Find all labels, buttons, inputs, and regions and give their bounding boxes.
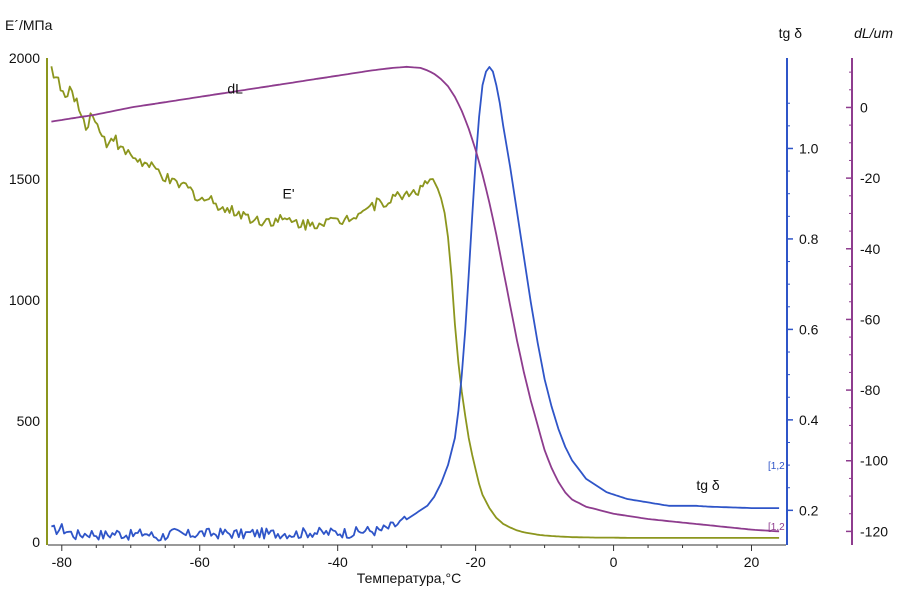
y-left-tick-label: 1500 <box>9 171 40 187</box>
y-right2-tick-label: -20 <box>860 170 880 186</box>
y-right1-tick-label: 0.8 <box>799 231 819 247</box>
series-end-marker: [1,2 <box>768 522 785 533</box>
y-right1-tick-label: 0.4 <box>799 412 819 428</box>
series-label: dL <box>227 80 243 96</box>
y-left-tick-label: 2000 <box>9 50 40 66</box>
series-line-e <box>50 66 780 539</box>
x-tick-label: -20 <box>466 554 486 570</box>
y-right2-tick-label: -120 <box>860 523 888 539</box>
y-axis-left-title: E´/МПа <box>5 17 53 33</box>
axis-titles: E´/МПа tg δ dL/um Температура,°C <box>5 17 893 586</box>
y-right1-tick-label: 0.6 <box>799 321 819 337</box>
y-right1-tick-label: 0.2 <box>799 502 819 518</box>
y-axis-right2-title: dL/um <box>854 25 893 41</box>
y-right2-tick-label: -40 <box>860 241 880 257</box>
y-right2-tick-label: -60 <box>860 311 880 327</box>
series-line-tg <box>51 66 780 542</box>
y-right1-tick-label: 1.0 <box>799 140 819 156</box>
x-axis-title: Температура,°C <box>357 570 461 586</box>
x-tick-label: -80 <box>52 554 72 570</box>
y-right2-tick-label: 0 <box>860 99 868 115</box>
y-left-tick-label: 500 <box>17 413 41 429</box>
y-left-tick-label: 0 <box>32 534 40 550</box>
axes: -80 -60 -40 -20 0 20 0 500 1000 1500 2000 0.2 0.4 0.6… <box>9 50 888 570</box>
series-line-dl <box>51 65 780 533</box>
x-tick-label: -40 <box>328 554 348 570</box>
series-group: E' tg δ dL [1,2 [1,2 <box>50 65 785 542</box>
series-label: E' <box>283 185 295 201</box>
series-end-marker: [1,2 <box>768 461 785 472</box>
series-label: tg δ <box>696 477 720 493</box>
y-right2-tick-label: -80 <box>860 382 880 398</box>
y-left-tick-label: 1000 <box>9 292 40 308</box>
y-right2-tick-label: -100 <box>860 453 888 469</box>
x-tick-label: 20 <box>744 554 760 570</box>
x-tick-label: 0 <box>610 554 618 570</box>
y-axis-right1-title: tg δ <box>779 25 803 41</box>
x-tick-label: -60 <box>190 554 210 570</box>
